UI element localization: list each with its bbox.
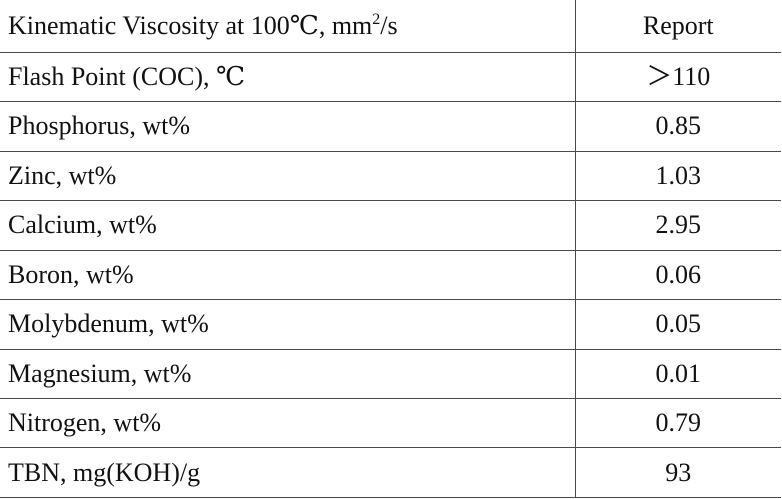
value-cell: 0.05: [575, 299, 781, 350]
value-cell: 93: [575, 447, 781, 498]
property-label: Kinematic Viscosity at 100℃, mm: [8, 10, 373, 40]
value-cell: 0.01: [575, 349, 781, 400]
value-cell: 0.85: [575, 101, 781, 152]
property-superscript: 2: [372, 10, 381, 28]
value-cell: 2.95: [575, 200, 781, 251]
table-row: Kinematic Viscosity at 100℃, mm2/s Repor…: [0, 0, 781, 53]
table-row: Phosphorus, wt% 0.85: [0, 101, 781, 152]
property-cell: Boron, wt%: [0, 250, 576, 301]
value-cell: ＞110: [575, 52, 781, 103]
property-cell: Phosphorus, wt%: [0, 101, 576, 152]
table-row: Magnesium, wt% 0.01: [0, 349, 781, 400]
value-cell: 0.06: [575, 250, 781, 301]
value-cell: 1.03: [575, 151, 781, 202]
table-row: Molybdenum, wt% 0.05: [0, 299, 781, 350]
property-cell: TBN, mg(KOH)/g: [0, 447, 576, 498]
property-suffix: /s: [380, 10, 398, 40]
property-cell: Zinc, wt%: [0, 151, 576, 202]
property-cell: Flash Point (COC), ℃: [0, 52, 576, 103]
table-row: Zinc, wt% 1.03: [0, 151, 781, 202]
property-cell: Nitrogen, wt%: [0, 398, 576, 449]
table-row: Calcium, wt% 2.95: [0, 200, 781, 251]
value-cell: 0.79: [575, 398, 781, 449]
property-cell: Magnesium, wt%: [0, 349, 576, 400]
table-row: Nitrogen, wt% 0.79: [0, 398, 781, 449]
property-cell: Kinematic Viscosity at 100℃, mm2/s: [0, 0, 576, 53]
table-row: TBN, mg(KOH)/g 93: [0, 447, 781, 498]
property-cell: Calcium, wt%: [0, 200, 576, 251]
table-row: Boron, wt% 0.06: [0, 250, 781, 301]
value-cell: Report: [575, 0, 781, 53]
table-row: Flash Point (COC), ℃ ＞110: [0, 52, 781, 103]
property-cell: Molybdenum, wt%: [0, 299, 576, 350]
